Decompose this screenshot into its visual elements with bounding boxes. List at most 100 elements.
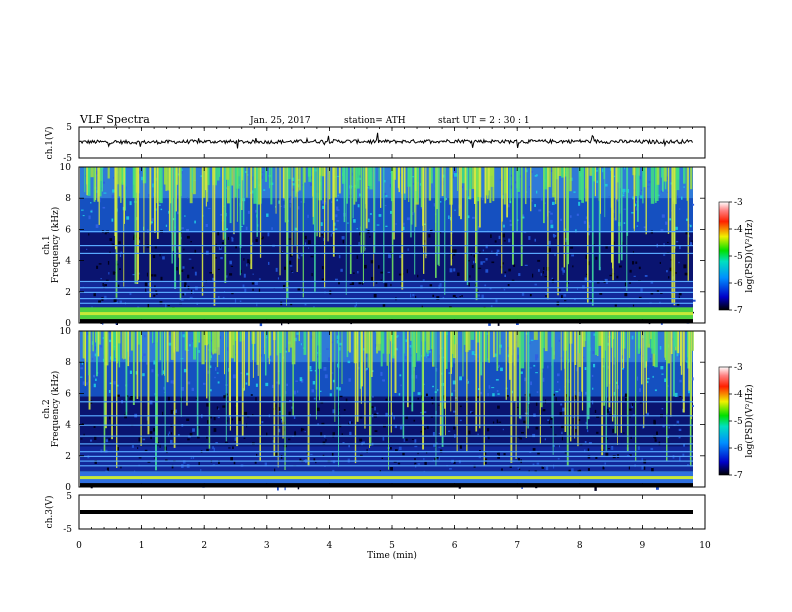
spec-sferic-line bbox=[315, 331, 317, 420]
spec-narrowband-line bbox=[80, 291, 693, 293]
spec-sferic-line bbox=[637, 167, 639, 222]
ch3-waveform-panel: 5 -5 ch.3(V) bbox=[44, 492, 706, 535]
spec-sferic-line bbox=[173, 331, 176, 448]
spec-speck bbox=[108, 438, 111, 441]
spec-speck bbox=[190, 241, 192, 243]
spec-speck bbox=[168, 431, 170, 434]
spec-speck bbox=[383, 192, 387, 196]
spec-sferic-line bbox=[413, 167, 415, 213]
spec-sferic-line bbox=[530, 167, 532, 212]
spec-sferic-line bbox=[307, 331, 310, 467]
spec-speck bbox=[607, 365, 610, 369]
spec-speck bbox=[245, 226, 248, 231]
spec-speck bbox=[443, 395, 445, 399]
spec-speck bbox=[587, 448, 590, 452]
spec-speck bbox=[452, 294, 456, 298]
spec-speck bbox=[215, 257, 217, 259]
spec-haze bbox=[278, 331, 283, 354]
spec-haze bbox=[654, 167, 657, 203]
spec-speck bbox=[613, 361, 616, 364]
ch1-colorbar-label: log(PSD)(V²/Hz) bbox=[744, 219, 755, 292]
spec-speck bbox=[181, 298, 184, 301]
spec-speck bbox=[679, 229, 681, 232]
spec-haze bbox=[231, 331, 234, 359]
spec-speck bbox=[477, 294, 480, 297]
spec-speck bbox=[159, 444, 161, 448]
spec-speck bbox=[231, 418, 234, 421]
ch1-spectrogram-image bbox=[80, 167, 696, 327]
spec-sferic-line bbox=[441, 167, 444, 197]
spec-haze bbox=[377, 331, 381, 351]
colorbar-tick-label: -3 bbox=[734, 363, 743, 373]
spec-speck bbox=[247, 210, 250, 214]
spec-sferic-line bbox=[95, 167, 97, 200]
spec-haze bbox=[664, 331, 667, 358]
spec-sferic-line bbox=[670, 331, 673, 354]
spec-sferic-line bbox=[680, 331, 682, 366]
x-axis: 0 1 2 3 4 5 6 7 8 9 10 bbox=[76, 127, 711, 551]
spec-haze bbox=[660, 167, 663, 178]
spec-speck bbox=[576, 367, 579, 372]
spec-speck bbox=[572, 265, 574, 268]
spec-speck bbox=[687, 464, 689, 466]
spec-speck bbox=[423, 457, 425, 461]
spec-speck bbox=[650, 447, 654, 451]
spec-speck bbox=[542, 271, 544, 274]
spec-sferic-line bbox=[413, 331, 415, 392]
spec-speck bbox=[565, 394, 567, 397]
spec-speck bbox=[289, 400, 292, 402]
spec-speck bbox=[471, 412, 474, 414]
spec-haze bbox=[290, 331, 293, 348]
spec-speck bbox=[654, 439, 657, 442]
spec-speck bbox=[268, 261, 270, 265]
spec-speck bbox=[307, 214, 309, 218]
spec-speck bbox=[250, 394, 253, 396]
spec-haze bbox=[303, 167, 306, 183]
spec-speck bbox=[690, 224, 692, 228]
spec-speck bbox=[209, 272, 212, 274]
spec-speck bbox=[200, 175, 203, 177]
spec-sferic-line bbox=[574, 331, 576, 439]
spec-speck bbox=[517, 435, 521, 438]
spec-speck bbox=[511, 279, 515, 282]
spec-speck bbox=[428, 351, 431, 353]
spec-speck bbox=[189, 344, 191, 347]
spec-speck bbox=[359, 415, 363, 419]
spec-speck bbox=[396, 335, 398, 338]
spec-speck bbox=[180, 358, 184, 360]
spec-sferic-line bbox=[655, 331, 656, 355]
spec-speck bbox=[656, 290, 660, 294]
spec-sferic-line bbox=[620, 331, 622, 433]
spec-speck bbox=[217, 268, 220, 270]
x-tick-label: 7 bbox=[514, 541, 520, 551]
spec-speck bbox=[183, 368, 187, 373]
spec-speck bbox=[651, 468, 654, 472]
spec-ytick-label: 4 bbox=[65, 257, 71, 267]
spec-sferic-line bbox=[284, 331, 286, 470]
ch1-waveform-panel: 5 -5 ch.1(V) bbox=[44, 123, 706, 164]
spec-speck bbox=[508, 238, 511, 243]
spec-speck bbox=[562, 269, 565, 273]
spec-speck bbox=[516, 406, 519, 409]
spec-speck bbox=[212, 464, 216, 466]
spec-speck bbox=[390, 447, 392, 450]
spec-sferic-line bbox=[296, 167, 298, 272]
spec-sferic-line bbox=[626, 167, 629, 236]
spec-sferic-line bbox=[155, 331, 157, 471]
spec-speck bbox=[338, 387, 341, 391]
spec-speck bbox=[622, 194, 625, 197]
spec-speck bbox=[93, 426, 96, 428]
spec-speck bbox=[100, 345, 103, 348]
spec-speck bbox=[382, 304, 386, 307]
x-tick-label: 10 bbox=[699, 541, 711, 551]
spec-speck bbox=[281, 251, 284, 255]
spec-sferic-line bbox=[275, 167, 277, 214]
ch3-ylabel: ch.3(V) bbox=[44, 496, 55, 529]
spec-speck bbox=[419, 183, 422, 186]
spec-speck bbox=[162, 370, 165, 375]
spec-sferic-line bbox=[116, 331, 118, 468]
spec-speck bbox=[457, 272, 460, 276]
spec-speck bbox=[585, 216, 588, 220]
spec-speck bbox=[449, 468, 452, 470]
spec-haze bbox=[159, 167, 163, 204]
